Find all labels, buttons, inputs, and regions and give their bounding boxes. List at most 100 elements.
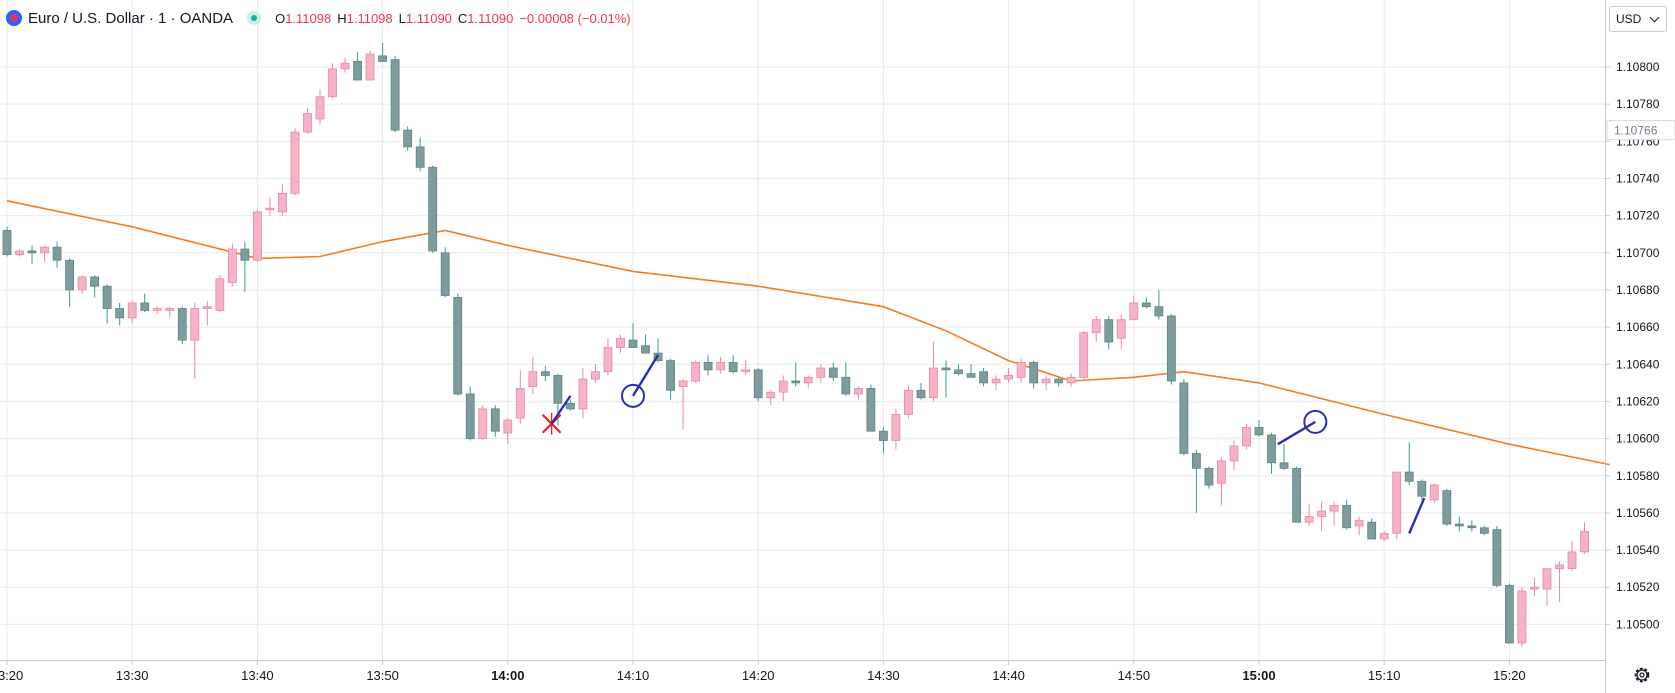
candle bbox=[1066, 373, 1076, 387]
candle-body bbox=[1505, 584, 1514, 644]
candle bbox=[202, 301, 212, 326]
candle-body bbox=[428, 166, 438, 252]
candle bbox=[478, 405, 488, 441]
candle bbox=[2, 226, 12, 257]
candle bbox=[1179, 379, 1189, 456]
candle bbox=[828, 362, 838, 382]
candle-body bbox=[1066, 376, 1076, 384]
candle-body bbox=[1154, 306, 1164, 317]
currency-select[interactable]: USD bbox=[1609, 6, 1667, 32]
y-tick-label: 1.10800 bbox=[1616, 60, 1660, 74]
candle bbox=[1229, 440, 1239, 471]
candle-body bbox=[666, 360, 675, 391]
candle bbox=[215, 275, 225, 313]
candle bbox=[1354, 516, 1364, 536]
candle-body bbox=[1279, 462, 1289, 469]
candle bbox=[603, 338, 613, 376]
candle-body bbox=[1242, 427, 1251, 447]
candle bbox=[290, 128, 300, 196]
candle bbox=[1404, 442, 1414, 486]
candle bbox=[1542, 568, 1552, 606]
candle-body bbox=[566, 402, 575, 410]
symbol-title[interactable]: Euro / U.S. Dollar · 1 · OANDA bbox=[28, 9, 234, 27]
candle-body bbox=[1492, 529, 1502, 586]
candle-body bbox=[490, 408, 500, 432]
candle bbox=[1254, 420, 1264, 437]
candle-body bbox=[1467, 525, 1477, 529]
market-status-icon[interactable] bbox=[247, 11, 262, 25]
candle bbox=[328, 63, 337, 99]
candle-body bbox=[678, 380, 688, 387]
candle-body bbox=[1091, 319, 1101, 334]
drawings-layer bbox=[541, 354, 1426, 534]
candle bbox=[152, 306, 162, 315]
candle-body bbox=[215, 278, 225, 311]
candle-body bbox=[1267, 434, 1276, 464]
x-tick-label: 15:00 bbox=[1242, 668, 1275, 683]
candle bbox=[716, 356, 726, 374]
x-tick-label: 14:30 bbox=[867, 668, 900, 683]
candle-body bbox=[578, 378, 588, 410]
candle bbox=[1567, 540, 1577, 571]
candle-body bbox=[941, 367, 951, 371]
candle bbox=[1129, 295, 1139, 321]
candle-body bbox=[1054, 378, 1064, 384]
candle-body bbox=[202, 306, 212, 309]
candle bbox=[102, 284, 112, 324]
gear-icon[interactable] bbox=[1631, 664, 1653, 686]
candle bbox=[1342, 499, 1352, 530]
candle bbox=[1154, 289, 1164, 320]
y-tick-label: 1.10640 bbox=[1616, 357, 1660, 371]
candle-body bbox=[1292, 467, 1301, 523]
currency-label: USD bbox=[1616, 12, 1642, 26]
candle-body bbox=[315, 96, 325, 120]
candle bbox=[1304, 503, 1314, 526]
candle-body bbox=[1417, 480, 1427, 497]
y-tick-label: 1.10720 bbox=[1616, 209, 1660, 223]
candle bbox=[941, 360, 951, 398]
candle-body bbox=[1442, 490, 1452, 525]
candle-body bbox=[227, 248, 237, 283]
x-tick-label: 15:20 bbox=[1493, 668, 1526, 683]
candle bbox=[766, 390, 776, 406]
candle-body bbox=[1555, 564, 1564, 570]
candle bbox=[1279, 444, 1289, 471]
candle bbox=[490, 405, 500, 437]
drawing-line bbox=[1408, 497, 1426, 534]
candle bbox=[954, 364, 963, 376]
x-tick-label: 13:40 bbox=[241, 668, 274, 683]
candle bbox=[365, 50, 375, 81]
candle-body bbox=[353, 61, 362, 81]
candle bbox=[616, 334, 625, 354]
candle-body bbox=[2, 230, 12, 256]
y-tick-label: 1.10620 bbox=[1616, 394, 1660, 408]
candles-layer bbox=[2, 42, 1589, 647]
candle bbox=[691, 360, 700, 383]
candle bbox=[465, 386, 475, 441]
candle-body bbox=[816, 367, 826, 378]
y-tick-label: 1.10680 bbox=[1616, 283, 1660, 297]
candle bbox=[641, 334, 650, 354]
candle bbox=[27, 245, 37, 264]
candle-body bbox=[1329, 505, 1339, 512]
y-tick-label: 1.10600 bbox=[1616, 432, 1660, 446]
candle bbox=[678, 379, 688, 430]
candle bbox=[1091, 315, 1101, 342]
candle bbox=[1292, 466, 1301, 523]
candle-body bbox=[1204, 467, 1214, 486]
candle-body bbox=[1317, 510, 1326, 518]
candle bbox=[929, 341, 938, 402]
candle-body bbox=[1354, 519, 1364, 527]
y-tick-label: 1.10560 bbox=[1616, 506, 1660, 520]
candle bbox=[1242, 423, 1251, 450]
last-price-label: 1.10766 bbox=[1614, 124, 1658, 138]
x-tick-label: 13:20 bbox=[0, 668, 23, 683]
candle bbox=[816, 364, 826, 383]
candle-body bbox=[954, 369, 963, 374]
candle-body bbox=[703, 362, 713, 371]
candle-body bbox=[904, 389, 913, 415]
candle bbox=[1530, 577, 1539, 597]
candle-body bbox=[177, 308, 187, 341]
